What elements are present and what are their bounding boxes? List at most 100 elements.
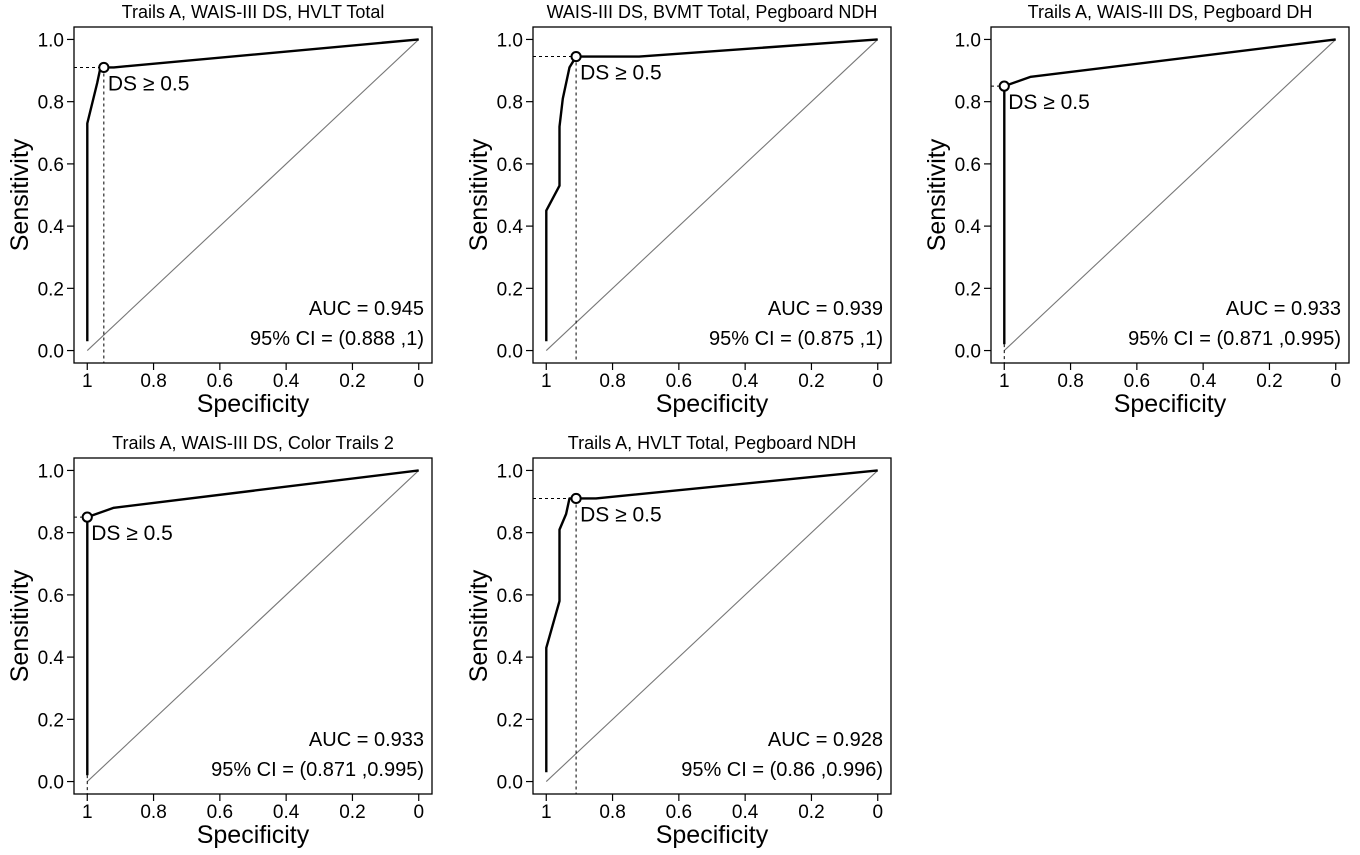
x-axis-label: Specificity <box>1114 390 1227 418</box>
x-tick-label: 0.4 <box>273 371 300 392</box>
chart-title: Trails A, WAIS-III DS, HVLT Total <box>122 2 385 22</box>
x-tick-label: 1 <box>541 371 552 392</box>
y-tick-label: 1.0 <box>38 461 64 482</box>
x-tick-label: 0.8 <box>140 371 166 392</box>
auc-annotation: AUC = 0.945 <box>309 298 424 320</box>
x-tick-label: 0.6 <box>666 371 692 392</box>
chart-title: Trails A, WAIS-III DS, Color Trails 2 <box>112 433 394 453</box>
y-axis-label: Sensitivity <box>465 569 493 682</box>
y-tick-label: 0.0 <box>38 342 64 363</box>
y-tick-label: 0.2 <box>955 279 981 300</box>
reference-diagonal <box>545 39 879 351</box>
y-tick-label: 0.4 <box>38 648 65 669</box>
threshold-label: DS ≥ 0.5 <box>580 62 662 85</box>
y-tick-label: 0.0 <box>497 342 523 363</box>
chart-title: Trails A, HVLT Total, Pegboard NDH <box>568 433 856 453</box>
plot-frame <box>73 457 433 795</box>
plot-frame <box>73 26 433 364</box>
reference-diagonal <box>545 470 879 782</box>
threshold-label: DS ≥ 0.5 <box>1008 91 1090 114</box>
x-tick-label: 0.2 <box>798 802 824 823</box>
threshold-point <box>98 61 110 74</box>
ci-annotation: 95% CI = (0.86 ,0.996) <box>681 759 883 781</box>
ci-annotation: 95% CI = (0.875 ,1) <box>709 328 883 350</box>
x-tick-label: 1 <box>82 802 93 823</box>
y-tick-label: 0.4 <box>497 648 524 669</box>
roc-panel-5: Trails A, HVLT Total, Pegboard NDH 1 0.8 0.… <box>465 433 892 849</box>
y-tick-label: 0.2 <box>497 279 523 300</box>
ci-annotation: 95% CI = (0.888 ,1) <box>250 328 424 350</box>
y-tick-label: 0.6 <box>497 155 523 176</box>
y-axis-label: Sensitivity <box>6 138 34 251</box>
x-tick-label: 0 <box>1330 371 1341 392</box>
x-tick-label: 0 <box>413 802 424 823</box>
threshold-label: DS ≥ 0.5 <box>580 503 662 526</box>
y-tick-label: 0.6 <box>497 586 523 607</box>
x-tick-label: 0.4 <box>732 802 759 823</box>
y-tick-label: 0.8 <box>497 524 523 545</box>
threshold-label: DS ≥ 0.5 <box>108 72 190 95</box>
y-tick-label: 0.4 <box>955 217 982 238</box>
x-tick-label: 0.4 <box>273 802 300 823</box>
y-tick-label: 0.2 <box>38 279 64 300</box>
threshold-point <box>998 80 1010 92</box>
x-tick-label: 0.8 <box>1057 371 1083 392</box>
threshold-point <box>81 511 93 523</box>
roc-curve <box>545 469 878 773</box>
auc-annotation: AUC = 0.939 <box>768 298 883 320</box>
x-tick-label: 0.4 <box>732 371 759 392</box>
auc-annotation: AUC = 0.933 <box>1226 298 1341 320</box>
ci-annotation: 95% CI = (0.871 ,0.995) <box>211 759 424 781</box>
ci-annotation: 95% CI = (0.871 ,0.995) <box>1128 328 1341 350</box>
y-tick-label: 0.2 <box>38 710 64 731</box>
y-tick-label: 0.4 <box>38 217 65 238</box>
y-axis-label: Sensitivity <box>6 569 34 682</box>
y-tick-label: 0.8 <box>38 93 64 114</box>
y-tick-label: 0.6 <box>38 586 64 607</box>
plot-frame <box>532 457 892 795</box>
y-tick-label: 1.0 <box>497 30 523 51</box>
y-tick-label: 0.6 <box>955 155 981 176</box>
x-tick-label: 0.6 <box>1124 371 1150 392</box>
x-tick-label: 1 <box>82 371 93 392</box>
x-tick-label: 0.4 <box>1190 371 1217 392</box>
y-tick-label: 0.8 <box>497 93 523 114</box>
x-tick-label: 0.2 <box>798 371 824 392</box>
roc-panel-3: Trails A, WAIS-III DS, Pegboard DH 1 0.8 0.… <box>923 2 1350 418</box>
y-tick-label: 0.2 <box>497 710 523 731</box>
chart-title: WAIS-III DS, BVMT Total, Pegboard NDH <box>547 2 878 22</box>
auc-annotation: AUC = 0.928 <box>768 729 883 751</box>
y-tick-label: 0.8 <box>38 524 64 545</box>
y-tick-label: 0.0 <box>497 773 523 794</box>
x-tick-label: 0.2 <box>339 371 365 392</box>
y-tick-label: 1.0 <box>497 461 523 482</box>
auc-annotation: AUC = 0.933 <box>309 729 424 751</box>
x-tick-label: 0.8 <box>140 802 166 823</box>
x-axis-label: Specificity <box>197 390 310 418</box>
x-tick-label: 0 <box>872 371 883 392</box>
x-axis-label: Specificity <box>656 390 769 418</box>
y-tick-label: 0.8 <box>955 93 981 114</box>
roc-panel-1: Trails A, WAIS-III DS, HVLT Total 1 0.8 0.6… <box>6 2 433 418</box>
reference-diagonal <box>86 470 420 782</box>
x-tick-label: 0.8 <box>599 802 625 823</box>
threshold-point <box>570 492 582 505</box>
y-axis-label: Sensitivity <box>465 138 493 251</box>
threshold-point <box>570 50 582 63</box>
y-tick-label: 0.0 <box>955 342 981 363</box>
x-axis-label: Specificity <box>656 821 769 849</box>
roc-panel-2: WAIS-III DS, BVMT Total, Pegboard NDH 1 0.… <box>465 2 892 418</box>
roc-panel-4: Trails A, WAIS-III DS, Color Trails 2 1 0.… <box>6 433 433 849</box>
y-tick-label: 0.4 <box>497 217 524 238</box>
roc-curve <box>545 38 878 342</box>
x-tick-label: 1 <box>541 802 552 823</box>
threshold-label: DS ≥ 0.5 <box>91 522 173 545</box>
x-tick-label: 0.6 <box>207 802 233 823</box>
y-tick-label: 1.0 <box>38 30 64 51</box>
reference-diagonal <box>86 39 420 351</box>
x-tick-label: 0.6 <box>666 802 692 823</box>
y-tick-label: 0.0 <box>38 773 64 794</box>
y-axis-label: Sensitivity <box>923 138 951 251</box>
plot-frame <box>990 26 1350 364</box>
